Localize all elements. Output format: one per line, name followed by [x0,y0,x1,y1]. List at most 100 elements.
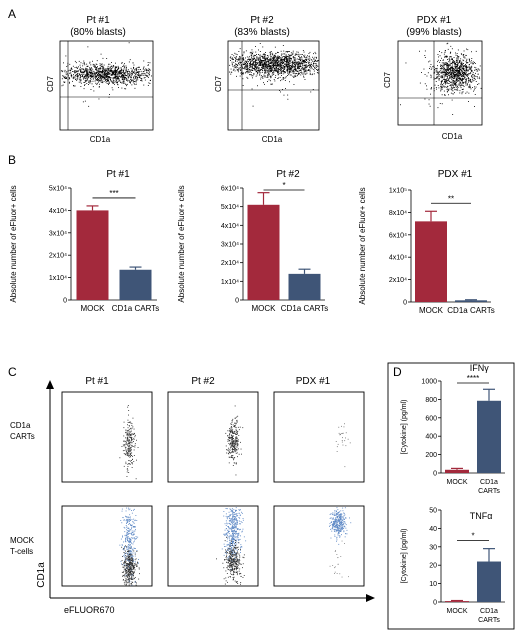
flow-point [126,443,128,445]
scatter-point [248,59,250,61]
scatter-point [143,66,145,68]
flow-point [130,532,132,534]
scatter-point [96,76,98,78]
flow-point [235,436,237,438]
scatter-point [451,82,453,84]
scatter-point [458,74,460,76]
flow-point [129,566,131,568]
scatter-point [112,70,114,72]
scatter-point [85,78,86,80]
scatter-point [76,79,78,81]
flow-point [130,554,132,556]
scatter-point [297,63,299,65]
scatter-point [126,79,127,81]
flow-point [131,542,133,544]
scatter-point [276,57,278,58]
scatter-point [295,53,297,55]
scatter-point [105,74,107,76]
flow-point [233,443,234,445]
scatter-point [263,74,265,76]
scatter-point [96,68,98,70]
scatter-point [76,68,78,69]
scatter-point [86,68,88,70]
flow-point [338,432,340,434]
scatter-point [138,72,139,74]
flow-point [236,519,238,520]
scatter-point [118,72,120,73]
flow-point [229,443,231,444]
scatter-point [92,71,94,73]
scatter-point [280,67,282,69]
flow-point [129,530,130,532]
scatter-point [316,57,317,59]
scatter-point [466,75,468,76]
scatter-point [280,68,282,70]
scatter-point [106,71,108,72]
flow-point [124,554,126,556]
scatter-point [255,61,256,63]
scatter-point [124,88,126,90]
scatter-point [102,68,103,70]
scatter-point [234,52,236,54]
scatter-point [98,68,100,70]
flow-point [230,429,232,431]
scatter-point [463,73,465,75]
scatter-point [300,59,302,60]
scatter-point [89,82,91,84]
flow-point [129,559,130,561]
scatter-point [129,72,131,74]
scatter-point [447,80,449,82]
scatter-point [462,91,464,93]
scatter-point [455,65,457,67]
scatter-point [461,91,463,93]
scatter-point [445,74,447,75]
scatter-point [451,75,453,77]
y-tick-label: 4x10⁴ [389,255,407,262]
scatter-point [146,69,148,71]
flow-point [347,438,349,440]
flow-point [236,431,238,432]
flow-point [129,554,130,555]
flow-point [229,535,230,537]
flow-point [133,567,134,569]
flow-point [341,425,342,427]
scatter-point [465,80,467,82]
scatter-point [471,75,473,76]
flow-point [133,446,135,447]
scatter-point [143,73,145,75]
scatter-point [282,65,284,67]
flow-point [132,567,134,569]
scatter-point [305,71,307,73]
flow-point [229,437,230,438]
scatter-point [467,69,469,71]
scatter-point [272,58,274,59]
scatter-point [112,89,114,91]
scatter-point [440,87,442,89]
scatter-point [457,56,459,58]
scatter-point [128,42,130,44]
scatter-point [270,61,272,63]
scatter-point [110,80,112,82]
flow-point [121,563,122,565]
scatter-point [112,72,114,74]
flow-point [128,574,130,576]
scatter-point [457,65,458,67]
flow-point [233,432,235,434]
flow-point [127,463,129,465]
scatter-point [468,66,470,68]
scatter-point [474,94,476,95]
flow-point [240,528,241,530]
flow-point [128,430,130,432]
flow-point [345,437,346,439]
scatter-point [99,72,101,74]
flow-point [125,571,127,573]
flow-point [127,563,129,564]
scatter-point [106,58,108,59]
flow-point [128,559,129,561]
scatter-point [117,76,119,78]
scatter-point [116,80,117,82]
scatter-point [439,70,441,72]
scatter-point [268,62,270,64]
flow-point [127,443,129,445]
scatter-point [113,77,114,79]
